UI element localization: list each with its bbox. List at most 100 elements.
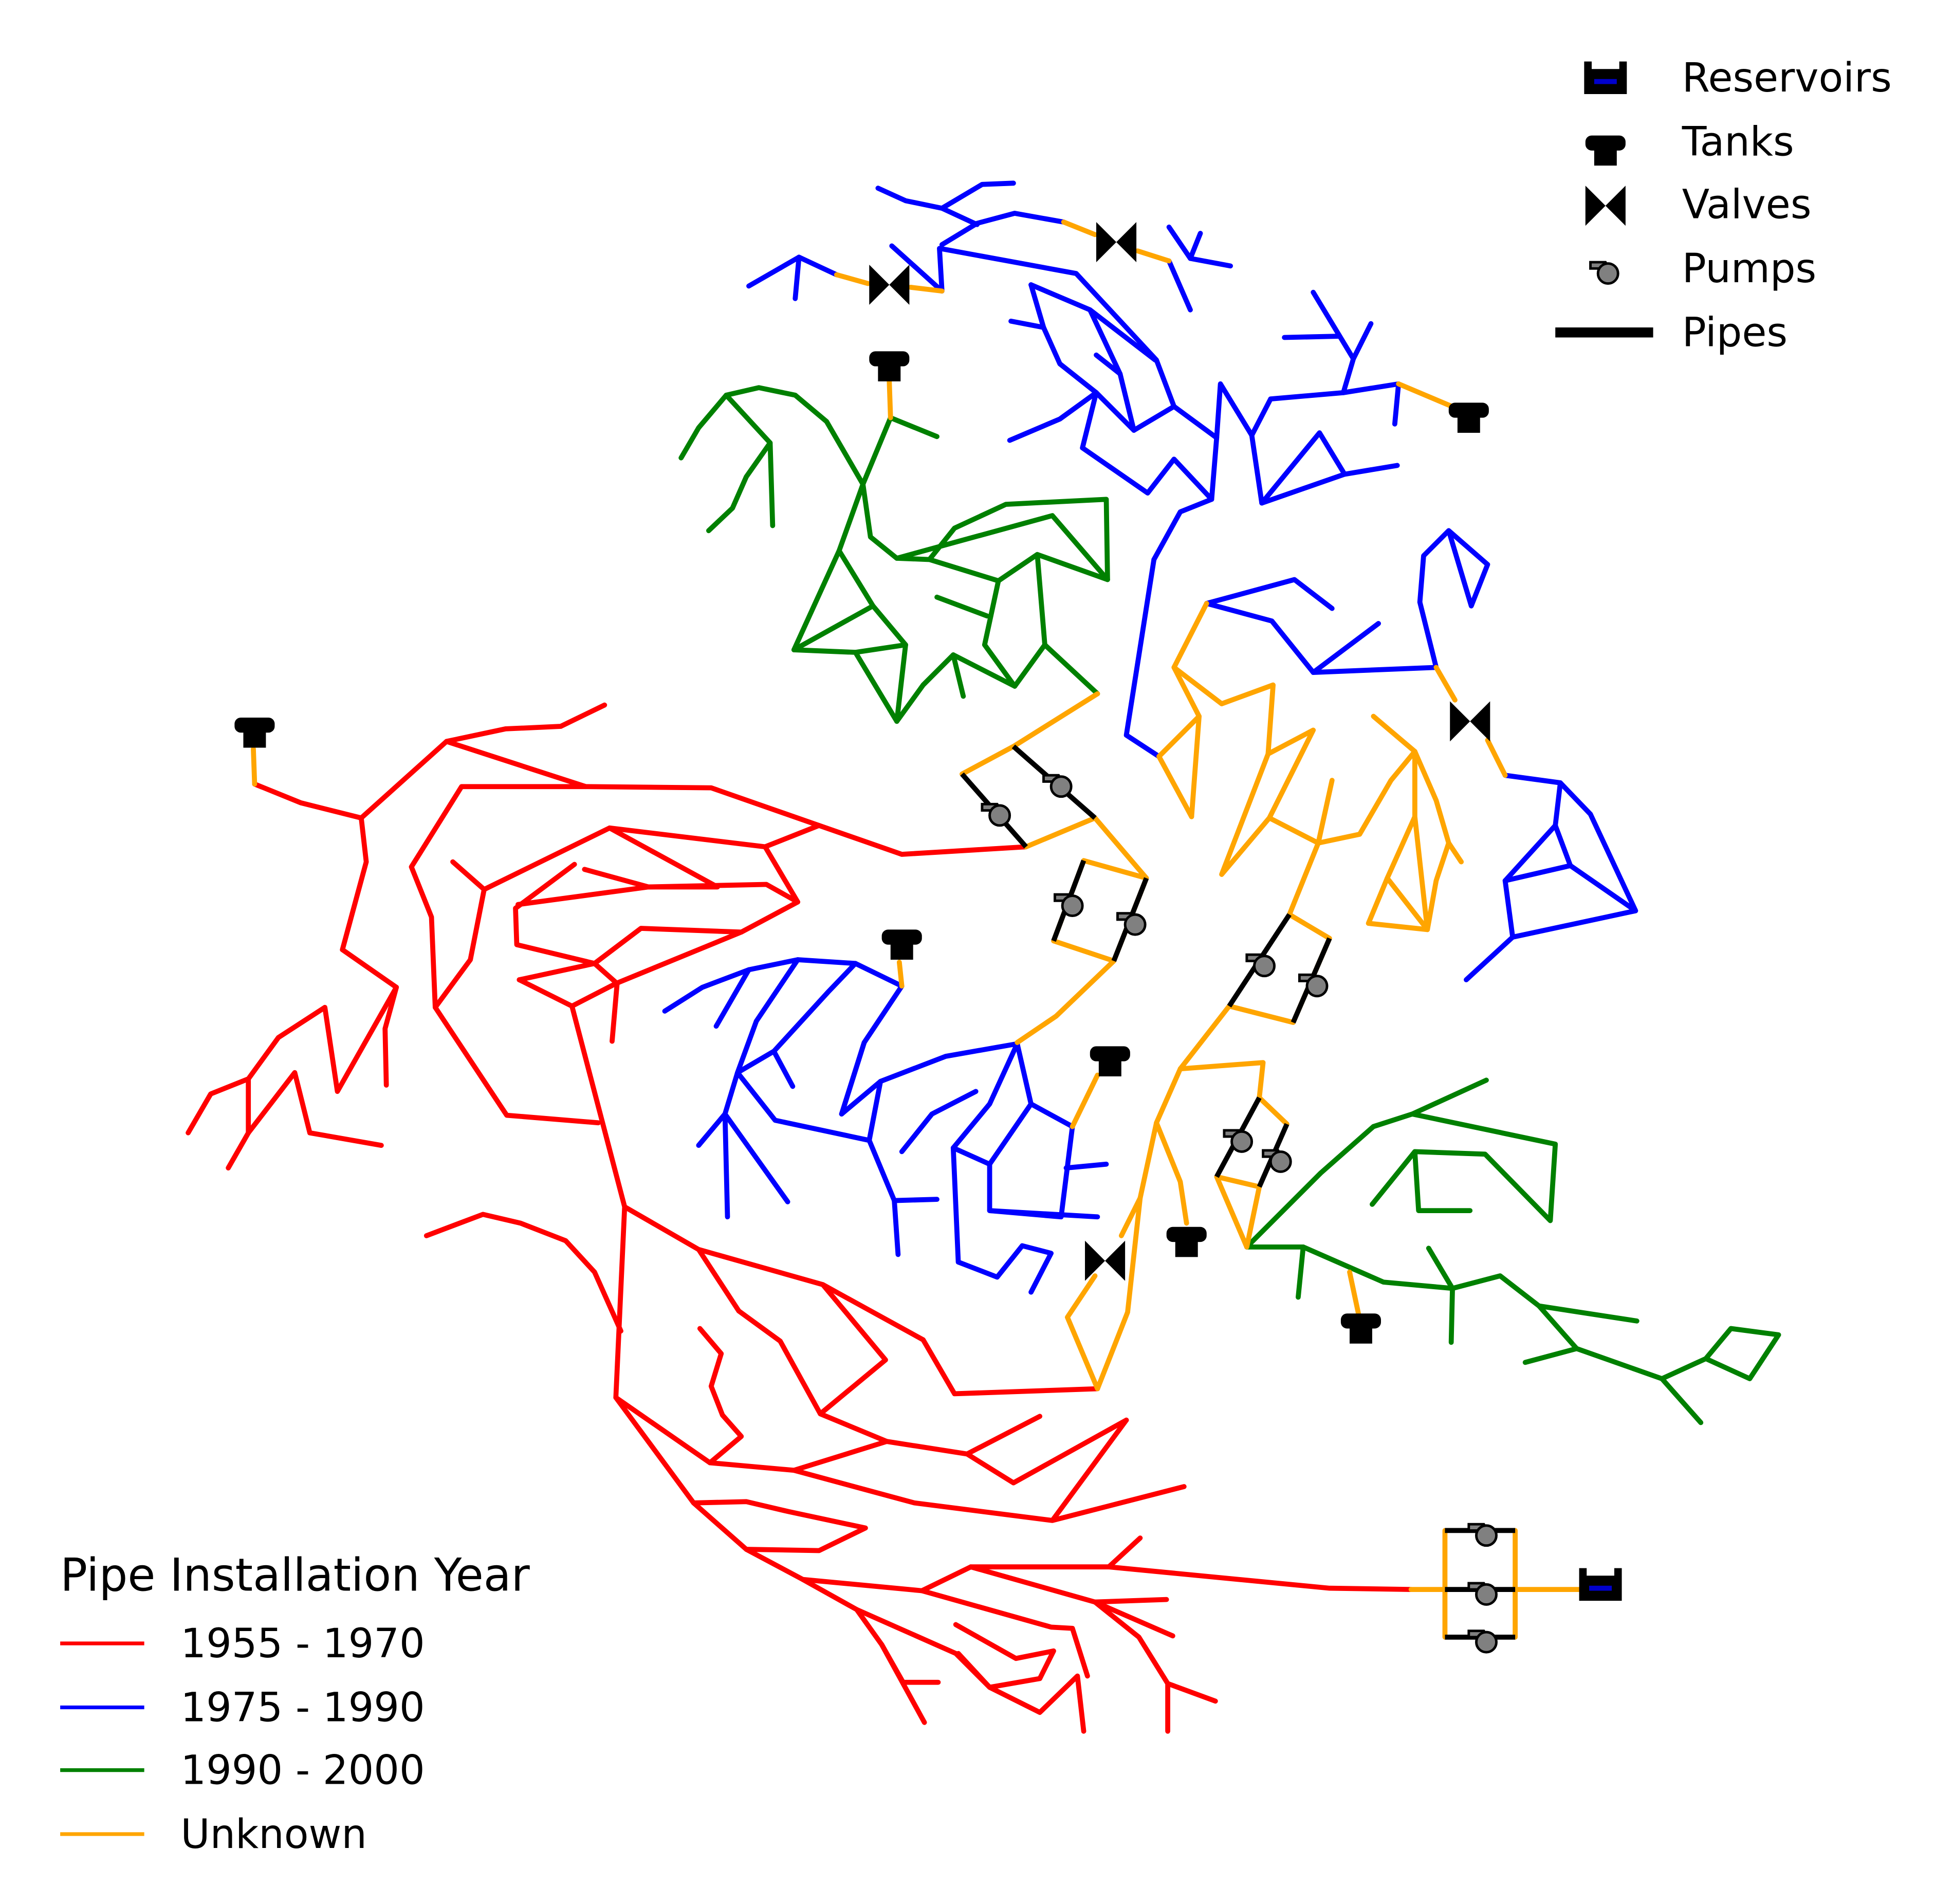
pipe-segment	[340, 815, 399, 1088]
pipe-segment	[1042, 642, 1100, 697]
pipe-segment	[432, 859, 487, 1010]
pipe-segment	[746, 254, 839, 289]
pipe-segment	[879, 1642, 927, 1725]
pipe-segment	[696, 957, 801, 1148]
pipe-segment	[1396, 381, 1458, 411]
legend-reservoir-icon	[1584, 61, 1627, 95]
pipe-segment	[834, 272, 871, 286]
pipe-segment	[771, 1049, 796, 1089]
pump-icon	[1055, 894, 1082, 916]
pipe-segment	[1177, 912, 1332, 1101]
pipe-segment	[1366, 748, 1430, 932]
pipe-segment	[939, 211, 1066, 247]
pipe-segment	[934, 594, 990, 619]
tank-icon	[869, 351, 910, 381]
pipe-segment	[987, 1041, 1075, 1220]
pipe-segment	[1156, 713, 1202, 819]
pipe-segment	[1008, 282, 1046, 330]
pipe-segment	[908, 284, 945, 294]
pipe-segment	[252, 702, 607, 821]
legend-tank-icon	[1585, 135, 1626, 166]
pipe-segment	[1485, 738, 1508, 778]
pipe-segment	[1070, 1072, 1100, 1129]
pipe-segment	[791, 603, 876, 653]
pipe-segment	[1106, 1535, 1143, 1570]
legend-valves-label: Valves	[1682, 182, 1812, 228]
valve-icon	[1096, 222, 1137, 263]
pipe-segment	[964, 1417, 1129, 1486]
pipe-segment	[1166, 258, 1193, 313]
pipe-segment	[226, 1076, 251, 1170]
pipe-segment	[1448, 1286, 1455, 1345]
pipe-segment	[1296, 1244, 1306, 1300]
pipe-segment	[1316, 713, 1417, 846]
pipe-segment	[1204, 577, 1335, 611]
pipe-segment	[889, 243, 1220, 562]
pipe-segment	[722, 1111, 790, 1204]
pipe-segment	[246, 1070, 384, 1148]
pipe-segment	[875, 180, 1016, 211]
pipe-segment	[1347, 1269, 1361, 1316]
pipe-segment	[1412, 748, 1451, 846]
pipe-segment	[713, 967, 751, 1029]
pipe-segment	[1094, 352, 1123, 377]
pipe-segment	[251, 746, 257, 787]
pipe-segment	[409, 784, 601, 1126]
valve-icon	[869, 264, 910, 305]
pipe-segment	[482, 825, 801, 966]
pipe-segment	[1464, 935, 1516, 982]
pipe-segment	[987, 1208, 1100, 1220]
tank-icon	[881, 929, 922, 960]
pipe-segment	[1433, 665, 1458, 703]
network-symbols-legend: Reservoirs Tanks Valves Pumps Pipes	[1555, 55, 1892, 356]
pipe-segment	[1286, 778, 1335, 918]
pipe-segment	[762, 822, 822, 850]
pipe-segment	[1166, 224, 1203, 261]
pipe-segment	[186, 984, 399, 1136]
pipe-segment	[1063, 1161, 1109, 1170]
pipe-segment	[1311, 289, 1356, 361]
legend-valve-icon	[1585, 186, 1626, 226]
tank-icon	[1340, 1313, 1381, 1344]
pump-icon	[1469, 1631, 1497, 1652]
pipe-segment	[1259, 471, 1348, 506]
pipe-segment	[1118, 1195, 1143, 1238]
pipe-segment	[791, 482, 1018, 724]
pipe-segment	[517, 929, 744, 1009]
pipe-segment	[1064, 1120, 1159, 1392]
pipe-segment	[1244, 1244, 1781, 1381]
legend-pipes-label: Pipes	[1682, 310, 1788, 356]
pipe-segment	[767, 440, 776, 528]
pipe-segment	[896, 959, 905, 989]
legend-title: Pipe Installation Year	[60, 1549, 530, 1602]
pump-icon	[1224, 1130, 1252, 1151]
pump-icon	[1043, 775, 1071, 796]
pipe-segment	[1214, 381, 1402, 441]
reservoir-icon	[1579, 1568, 1622, 1601]
pipe-segment	[613, 1204, 1043, 1473]
pipe-segment	[1426, 1246, 1455, 1291]
pipe-segment	[854, 1607, 1086, 1734]
pipe-segment	[722, 1111, 730, 1220]
pipe-segment	[950, 652, 966, 699]
pipe-segment	[939, 206, 980, 227]
pipe-segment	[1007, 390, 1099, 443]
legend-label-1990-2000: 1990 - 2000	[180, 1747, 425, 1793]
pipe-segment	[735, 961, 939, 1203]
pump-icon	[982, 804, 1010, 825]
pipe-segment	[697, 1326, 744, 1466]
pipe-segment	[1135, 248, 1172, 264]
valve-icon	[1450, 701, 1490, 742]
pipe-segment	[793, 254, 802, 301]
valves	[869, 222, 1490, 1281]
pipe-segment	[791, 1417, 1187, 1523]
pipe-segment	[1204, 600, 1381, 675]
legend-label-1975-1990: 1975 - 1990	[180, 1685, 425, 1731]
pipes-1990-2000	[678, 385, 1781, 1425]
tank-icon	[1166, 1226, 1207, 1257]
pipe-segment	[1012, 552, 1047, 689]
pipe-segment	[1061, 219, 1098, 237]
pipe-segment	[1257, 1095, 1289, 1127]
pipe-segment	[1249, 430, 1400, 506]
